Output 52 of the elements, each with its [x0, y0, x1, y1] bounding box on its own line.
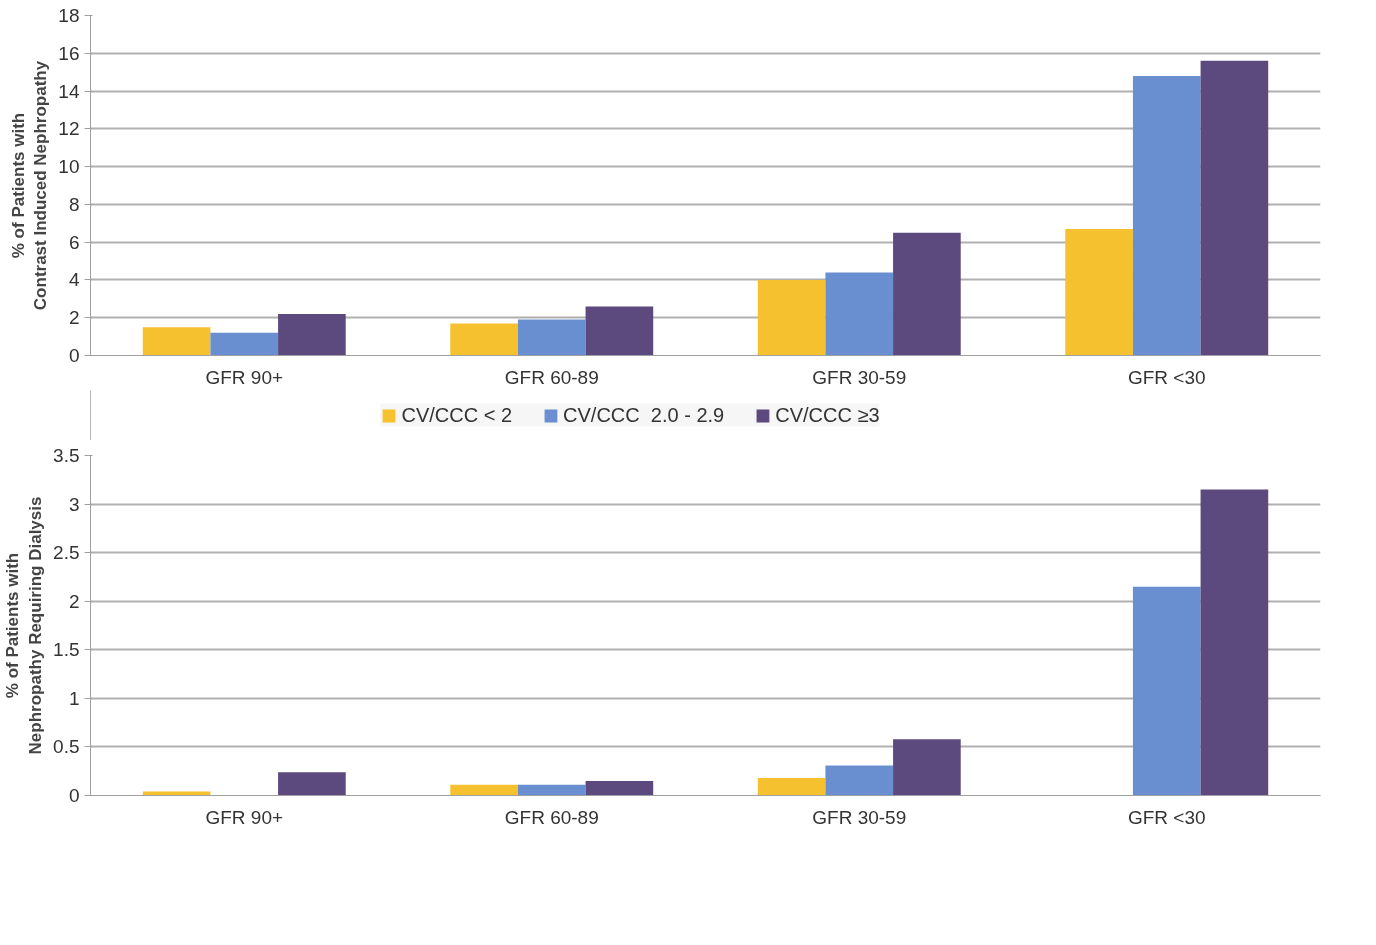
- bar: [825, 272, 894, 356]
- bar: [450, 784, 518, 796]
- y-tick-label: 14: [58, 80, 80, 102]
- x-tick-label: GFR 60-89: [504, 806, 599, 828]
- bar: [278, 772, 346, 796]
- bar: [893, 232, 961, 356]
- x-tick-label: GFR <30: [1127, 366, 1206, 388]
- y-axis-title: % of Patients with Contrast Induced Nephropathy: [8, 60, 51, 311]
- y-tick-label: 2: [68, 307, 80, 329]
- y-tick-label: 10: [58, 156, 80, 178]
- bar: [757, 279, 826, 356]
- y-tick-label: 12: [58, 118, 80, 140]
- x-tick-label: GFR 90+: [205, 366, 284, 388]
- bar: [517, 784, 586, 796]
- x-tick-label: GFR 30-59: [812, 366, 907, 388]
- y-tick-label: 0.5: [53, 736, 80, 758]
- bar: [1200, 60, 1269, 356]
- bar: [278, 313, 346, 356]
- x-tick-label: GFR 30-59: [812, 806, 907, 828]
- legend-label: CV/CCC ≥3: [775, 403, 880, 427]
- bar: [585, 780, 654, 796]
- bar: [893, 739, 961, 796]
- bar: [585, 306, 654, 356]
- y-tick-label: 18: [58, 5, 80, 26]
- y-tick-label: 3: [68, 493, 80, 515]
- bar: [825, 765, 894, 796]
- y-tick-label: 0: [68, 345, 80, 366]
- y-tick-label: 1.5: [53, 639, 80, 661]
- y-tick-label: 1: [68, 687, 80, 709]
- y-tick-label: 3.5: [53, 445, 80, 466]
- y-tick-label: 16: [58, 42, 80, 64]
- x-tick-label: GFR 90+: [205, 806, 284, 828]
- bar: [517, 319, 586, 356]
- bar: [450, 323, 518, 356]
- legend-label: CV/CCC < 2: [401, 403, 513, 427]
- bar: [1132, 75, 1201, 356]
- bar: [1200, 489, 1269, 796]
- bar: [757, 778, 826, 796]
- y-tick-label: 2: [68, 590, 80, 612]
- y-tick-label: 4: [68, 269, 80, 291]
- bar: [210, 332, 279, 356]
- legend-label: CV/CCC 2.0 - 2.9: [563, 403, 725, 427]
- x-tick-label: GFR <30: [1127, 806, 1206, 828]
- y-tick-label: 8: [68, 193, 80, 215]
- x-tick-label: GFR 60-89: [504, 366, 599, 388]
- bar: [1065, 228, 1133, 356]
- bar: [142, 327, 211, 356]
- y-axis-title: % of Patients with Nephropathy Requiring Dialysis: [3, 496, 46, 755]
- y-tick-label: 0: [68, 785, 80, 806]
- y-tick-label: 6: [68, 231, 80, 253]
- bar: [1132, 586, 1201, 796]
- y-tick-label: 2.5: [53, 542, 80, 564]
